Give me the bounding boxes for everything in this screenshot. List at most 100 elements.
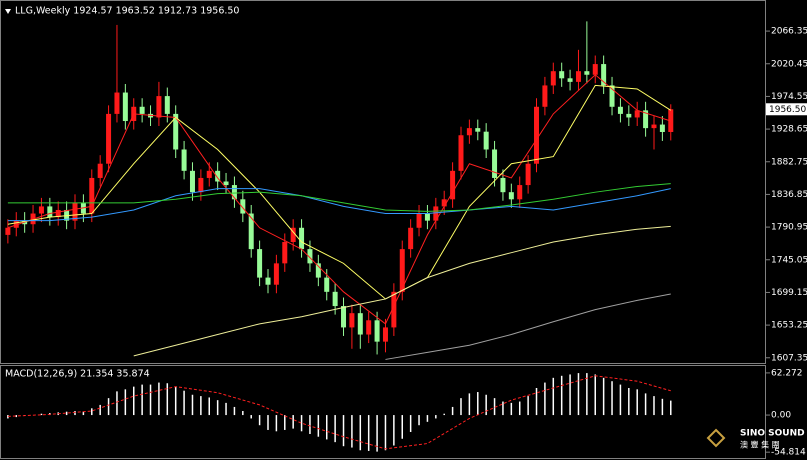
- candle-body: [584, 71, 590, 75]
- candle-body: [47, 206, 53, 218]
- candle-body: [634, 110, 640, 118]
- y-tick-label: 1653.25: [771, 321, 807, 331]
- moving-average: [7, 74, 671, 325]
- candle-body: [441, 199, 447, 207]
- candle-body: [643, 110, 649, 129]
- candle-body: [450, 170, 456, 200]
- macd-panel-frame: [0, 365, 766, 459]
- candle-body: [307, 249, 313, 264]
- y-tick-label: 1699.15: [771, 288, 807, 298]
- candle-body: [97, 163, 103, 178]
- candle-body: [55, 209, 61, 218]
- candle-body: [173, 113, 179, 150]
- candle-body: [139, 106, 145, 114]
- y-tick-label: 1790.95: [771, 223, 807, 233]
- candle-body: [13, 220, 19, 228]
- y-tick-label: 2066.35: [771, 27, 807, 37]
- candle-body: [315, 263, 321, 278]
- candle-body: [38, 206, 44, 214]
- candle-body: [357, 313, 363, 335]
- candle-body: [290, 227, 296, 243]
- y-tick-label: 1974.55: [771, 92, 807, 102]
- signal-line: [7, 375, 671, 450]
- candle-body: [609, 85, 615, 107]
- candle-body: [332, 291, 338, 307]
- candle-body: [508, 192, 514, 200]
- candle-body: [164, 96, 170, 114]
- moving-average: [7, 183, 671, 212]
- candle-body: [341, 306, 347, 328]
- y-tick-label: 2020.45: [771, 59, 807, 69]
- candle-body: [265, 277, 271, 285]
- candle-body: [424, 213, 430, 221]
- candle-body: [601, 64, 607, 86]
- candle-body: [592, 64, 598, 75]
- candle-body: [391, 291, 397, 328]
- candle-body: [416, 213, 422, 228]
- candle-body: [366, 320, 372, 335]
- macd-title: MACD(12,26,9) 21.354 35.874: [5, 369, 150, 380]
- candle-body: [617, 106, 623, 114]
- candle-body: [626, 113, 632, 118]
- candle-body: [517, 185, 523, 200]
- candle-body: [5, 227, 11, 235]
- candle-body: [215, 170, 221, 182]
- candle-body: [651, 124, 657, 129]
- candle-body: [122, 92, 128, 122]
- candle-body: [89, 177, 95, 214]
- candle-body: [659, 124, 665, 132]
- moving-average: [7, 84, 672, 300]
- moving-average: [7, 188, 671, 222]
- candle-body: [223, 181, 229, 186]
- candle-body: [483, 131, 489, 150]
- y-tick-label: 1607.35: [771, 353, 807, 363]
- candle-body: [349, 313, 355, 328]
- candle-body: [525, 163, 531, 186]
- candle-body: [156, 96, 162, 118]
- candle-body: [299, 227, 305, 250]
- candle-body: [248, 213, 254, 250]
- moving-average: [385, 293, 671, 360]
- candle-body: [575, 71, 581, 82]
- candle-body: [114, 92, 120, 114]
- candle-body: [567, 78, 573, 82]
- y-tick-label: 1928.65: [771, 125, 807, 135]
- candle-body: [458, 135, 464, 171]
- logo-subtitle: 澳 豐 集 團: [740, 440, 780, 450]
- candle-body: [181, 149, 187, 171]
- candle-body: [466, 128, 472, 136]
- price-label-box: [766, 103, 807, 116]
- y-tick-label: 1882.75: [771, 157, 807, 167]
- candle-body: [282, 242, 288, 264]
- moving-average: [133, 225, 671, 357]
- y-tick-label: 1836.85: [771, 190, 807, 200]
- candle-body: [433, 206, 439, 221]
- main-panel-frame: [0, 0, 766, 364]
- menu-arrow[interactable]: [5, 9, 11, 14]
- candle-body: [542, 85, 548, 107]
- logo-name: SINO SOUND: [740, 429, 805, 439]
- y-tick-label: 62.272: [771, 368, 803, 378]
- candle-body: [500, 177, 506, 193]
- y-tick-label: 0.00: [771, 411, 791, 421]
- candle-body: [189, 170, 195, 193]
- candle-body: [534, 106, 540, 164]
- candle-body: [559, 71, 565, 79]
- y-tick-label: -54.814: [771, 448, 806, 458]
- candle-body: [382, 327, 388, 342]
- y-tick-label: 1745.05: [771, 255, 807, 265]
- candle-body: [475, 128, 481, 132]
- candle-body: [106, 113, 112, 164]
- candle-body: [399, 249, 405, 292]
- candle-body: [206, 170, 212, 178]
- header: LLG,Weekly 1924.57 1963.52 1912.73 1956.…: [15, 6, 239, 17]
- candle-body: [257, 249, 263, 278]
- candle-body: [240, 199, 246, 214]
- candle-body: [198, 177, 204, 193]
- candle-body: [374, 320, 380, 342]
- logo: SINO SOUND 澳 豐 集 團: [706, 428, 805, 450]
- candle-body: [408, 227, 414, 250]
- logo-icon: [706, 428, 726, 448]
